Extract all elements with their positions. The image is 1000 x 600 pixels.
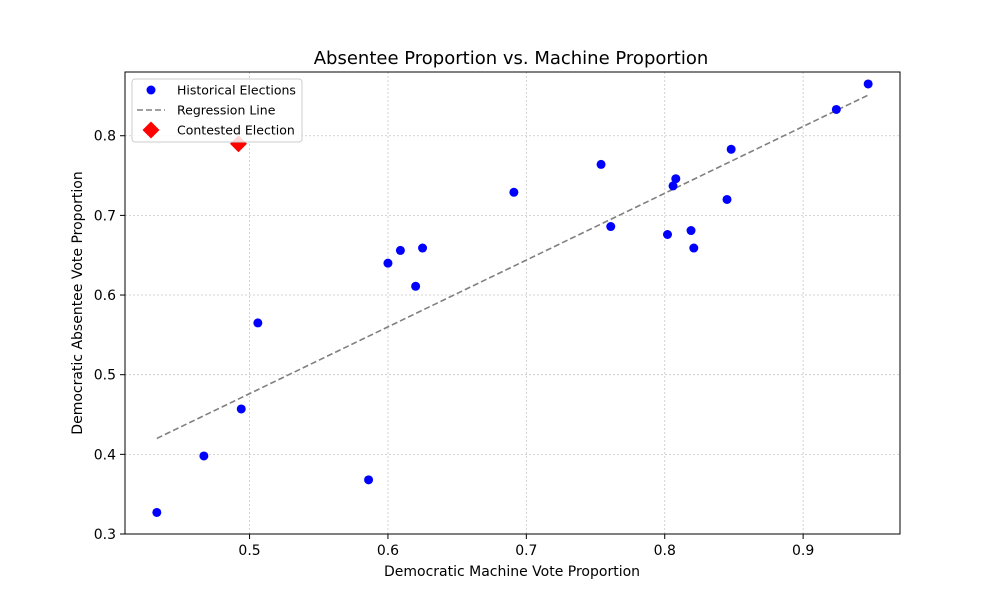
historical-election-point: [663, 229, 672, 239]
historical-election-point: [383, 258, 393, 268]
historical-election-point: [411, 281, 421, 291]
historical-election-point: [364, 475, 374, 485]
y-tick-label: 0.5: [94, 368, 116, 384]
historical-election-point: [395, 245, 405, 255]
legend-label: Historical Elections: [177, 83, 296, 98]
y-tick-label: 0.7: [94, 208, 116, 224]
historical-election-point: [686, 226, 696, 236]
historical-election-point: [722, 194, 732, 204]
historical-election-point: [863, 79, 873, 89]
legend: Historical Elections Regression Line Conte…: [131, 78, 303, 143]
legend-box: [131, 78, 303, 143]
y-tick-label: 0.3: [94, 527, 116, 543]
y-tick-label: 0.6: [94, 288, 116, 304]
historical-election-point: [726, 144, 736, 154]
regression-layer: [156, 94, 869, 440]
x-tick-label: 0.5: [238, 543, 260, 559]
historical-election-point: [253, 318, 263, 328]
historical-election-point: [831, 104, 841, 114]
y-tick-label: 0.4: [94, 447, 116, 463]
y-axis-label: Democratic Absentee Vote Proportion: [70, 171, 86, 434]
historical-election-point: [596, 159, 606, 169]
y-tick-label: 0.8: [94, 129, 116, 145]
plot-area-frame: [124, 71, 901, 535]
regression-line: [156, 94, 869, 440]
historical-election-point: [668, 181, 678, 191]
historical-election-point: [418, 243, 428, 253]
legend-circle-marker: [146, 85, 156, 95]
historical-election-point: [671, 174, 681, 184]
historical-election-point: [509, 187, 519, 197]
x-tick-label: 0.7: [515, 543, 537, 559]
legend-label: Regression Line: [177, 103, 276, 118]
historical-election-point: [606, 222, 616, 232]
x-tick-label: 0.8: [654, 543, 676, 559]
historical-election-point: [689, 243, 699, 253]
legend-label: Contested Election: [177, 123, 295, 138]
x-axis-label: Democratic Machine Vote Proportion: [384, 564, 640, 580]
chart-title: Absentee Proportion vs. Machine Proporti…: [314, 48, 709, 69]
legend-diamond-marker: [142, 121, 160, 139]
ticks: 0.5 0.6 0.7 0.8 0.9 0.3 0.4 0.5 0.6 0.7 0.8: [94, 129, 815, 559]
historical-election-point: [236, 404, 246, 414]
x-tick-label: 0.6: [377, 543, 399, 559]
historical-election-point: [199, 451, 209, 461]
x-tick-label: 0.9: [792, 543, 814, 559]
historical-election-point: [152, 507, 162, 517]
